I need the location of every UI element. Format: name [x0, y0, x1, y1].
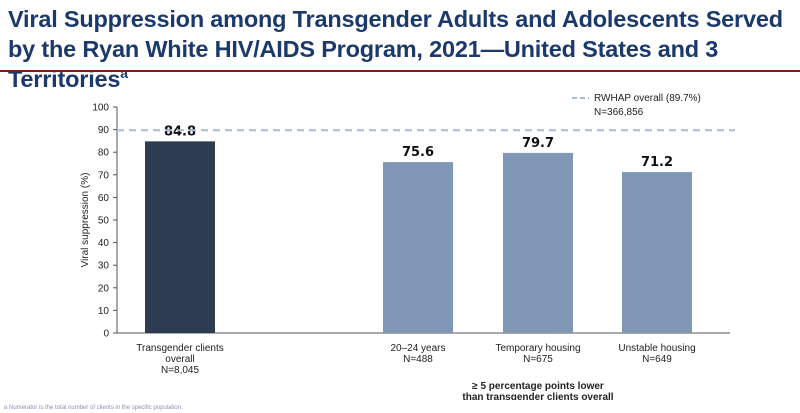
data-label: 79.7 — [522, 136, 554, 151]
x-category-label: N=488 — [403, 354, 433, 365]
title-divider — [0, 70, 800, 72]
x-category-label: N=8,045 — [161, 365, 200, 376]
y-tick-label: 20 — [98, 283, 110, 294]
y-tick-label: 80 — [98, 148, 110, 159]
data-label: 75.6 — [402, 145, 434, 160]
footnote: a Numerator is the total number of clien… — [4, 405, 183, 411]
data-label: 84.8 — [164, 124, 196, 139]
y-tick-label: 90 — [98, 125, 110, 136]
x-category-label: Transgender clients — [136, 343, 223, 354]
bar — [383, 162, 453, 333]
y-tick-label: 10 — [98, 306, 110, 317]
x-category-label: Temporary housing — [495, 343, 580, 354]
title-text: Viral Suppression among Transgender Adul… — [8, 6, 783, 92]
legend-label: RWHAP overall (89.7%) — [594, 93, 701, 104]
y-tick-label: 50 — [98, 216, 110, 227]
group-annotation: ≥ 5 percentage points lower — [472, 381, 604, 392]
x-category-label: Unstable housing — [618, 343, 695, 354]
y-tick-label: 70 — [98, 170, 110, 181]
y-axis-title: Viral suppression (%) — [80, 173, 91, 268]
bar — [145, 141, 215, 333]
chart-title: Viral Suppression among Transgender Adul… — [8, 4, 798, 94]
x-category-label: 20–24 years — [390, 343, 445, 354]
data-label: 71.2 — [641, 155, 673, 170]
bar — [622, 172, 692, 333]
y-tick-label: 40 — [98, 238, 110, 249]
legend-sublabel: N=366,856 — [594, 107, 644, 118]
y-tick-label: 100 — [92, 103, 109, 114]
title-footnote-marker: a — [120, 65, 128, 81]
y-tick-label: 0 — [103, 329, 109, 340]
y-tick-label: 60 — [98, 193, 110, 204]
plot-area: 0 10 20 30 40 50 60 70 80 90 100 Viral suppression … — [80, 93, 735, 400]
y-tick-label: 30 — [98, 261, 110, 272]
bar-chart: 0 10 20 30 40 50 60 70 80 90 100 Viral suppression … — [80, 93, 735, 400]
bar — [503, 152, 573, 333]
x-category-label: N=675 — [523, 354, 553, 365]
x-category-label: N=649 — [642, 354, 672, 365]
group-annotation: than transgender clients overall — [462, 392, 613, 400]
x-category-label: overall — [165, 354, 194, 365]
